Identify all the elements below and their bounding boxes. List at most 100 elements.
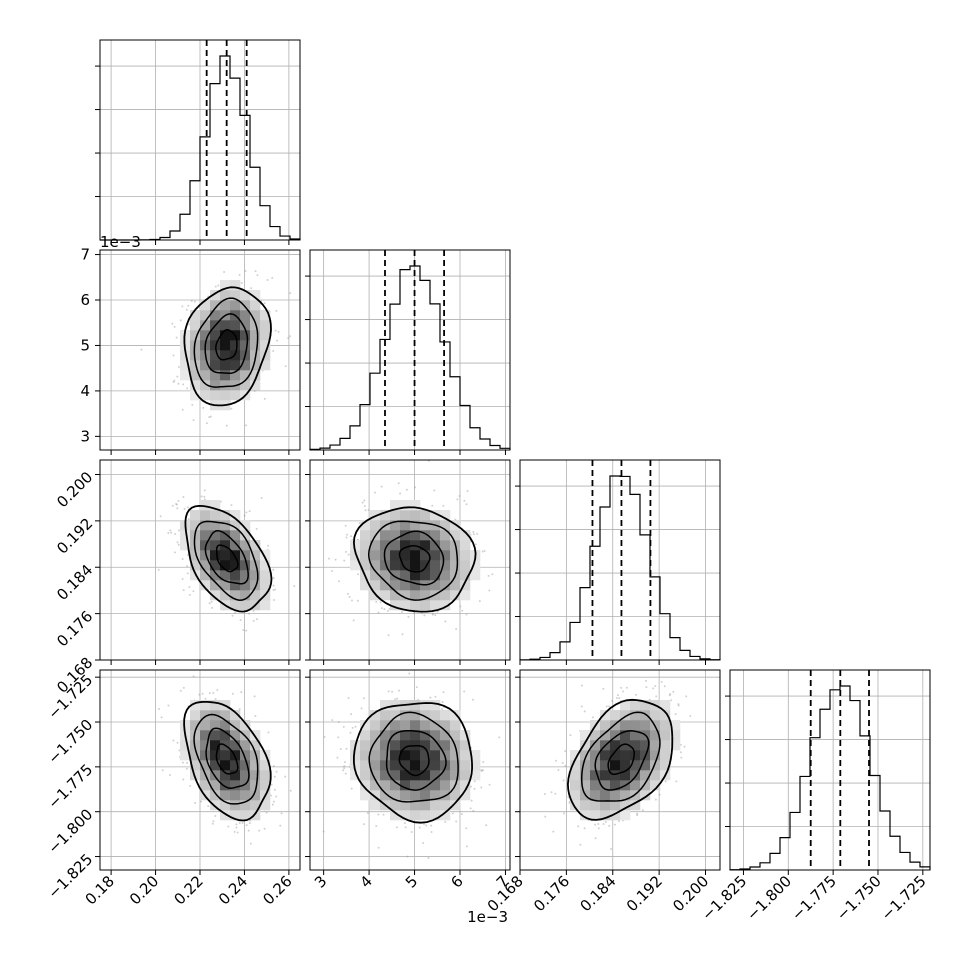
scatter-point [386,609,389,612]
contour-line [368,711,459,803]
scatter-point [254,714,257,717]
density-cell [400,770,411,781]
y-tick-label: 0.176 [53,607,96,650]
scatter-point [339,748,342,751]
scatter-point [234,611,237,614]
y-tick-label: 3 [80,427,90,445]
scatter-point [430,831,433,834]
scatter-point [173,551,176,554]
scatter-point [214,814,217,817]
density-cell [230,800,241,811]
scatter-point [176,541,179,544]
density-cell [470,750,481,761]
density-cell [390,720,401,731]
density-cell [200,500,211,511]
scatter-point [239,619,242,622]
x-tick-label: 0.176 [530,872,573,915]
density-cell [220,290,231,301]
scatter-point [641,809,644,812]
density-cell [610,770,621,781]
density-cell [200,570,211,581]
density-cell [200,550,211,561]
scatter-point [580,705,583,708]
density-cell [190,510,201,521]
density-cell [580,770,591,781]
density-cell [400,530,411,541]
scatter-point [191,403,194,406]
density-cell [440,740,451,751]
density-cell [390,790,401,801]
scatter-point [272,568,275,571]
scatter-panel [309,669,511,871]
density-cell [250,310,261,321]
x-tick-label: 0.18 [82,872,118,908]
density-cell [370,780,381,791]
density-cell [430,770,441,781]
scatter-point [391,690,394,693]
density-cell [210,310,221,321]
density-cell [220,730,231,741]
scatter-point [211,606,214,609]
density-cell [200,710,211,721]
density-cell [220,770,231,781]
scatter-point [361,501,364,504]
contour-line [385,730,447,791]
y-tick-label: −1.800 [44,805,96,857]
scatter-point [379,601,382,604]
density-cell [620,770,631,781]
scatter-point [562,779,565,782]
panel-frame [519,459,721,661]
density-cell [390,740,401,751]
scatter-point [658,793,661,796]
y-tick-label: 5 [80,336,90,354]
scatter-point [597,823,600,826]
density-cell [380,740,391,751]
density-cell [240,340,251,351]
density-cell [410,560,421,571]
y-tick-label: 7 [80,246,90,264]
scatter-point [564,764,567,767]
scatter-point [377,846,380,849]
scatter-point [177,382,180,385]
density-cell [360,770,371,781]
scatter-point [465,845,468,848]
scatter-point [625,686,628,689]
density-cell [610,780,621,791]
density-cell [420,590,431,601]
scatter-point [414,486,417,489]
density-cell [210,340,221,351]
scatter-point [342,725,345,728]
density-cell [360,740,371,751]
density-cell [370,540,381,551]
scatter-panel [99,459,301,661]
density-cell [210,350,221,361]
density-cell [230,580,241,591]
scatter-point [594,823,597,826]
density-cell [210,290,221,301]
scatter-point [602,687,605,690]
density-cell [580,740,591,751]
histogram-step [519,475,721,661]
density-cell [200,780,211,791]
density-cell [430,580,441,591]
density-cell [390,530,401,541]
scatter-point [644,679,647,682]
scatter-point [455,820,458,823]
scatter-point [192,419,195,422]
scatter-point [331,719,334,722]
scatter-point [189,784,192,787]
density-cell [660,730,671,741]
density-cell [660,700,671,711]
density-cell [370,800,381,811]
scatter-point [401,633,404,636]
density-cell [410,580,421,591]
scatter-point [198,693,201,696]
density-cell [410,570,421,581]
density-cell [410,500,421,511]
density-cell [450,530,461,541]
scatter-point [344,772,347,775]
scatter-point [343,559,346,562]
scatter-point [177,365,180,368]
density-cell [230,280,241,291]
scatter-point [231,614,234,617]
